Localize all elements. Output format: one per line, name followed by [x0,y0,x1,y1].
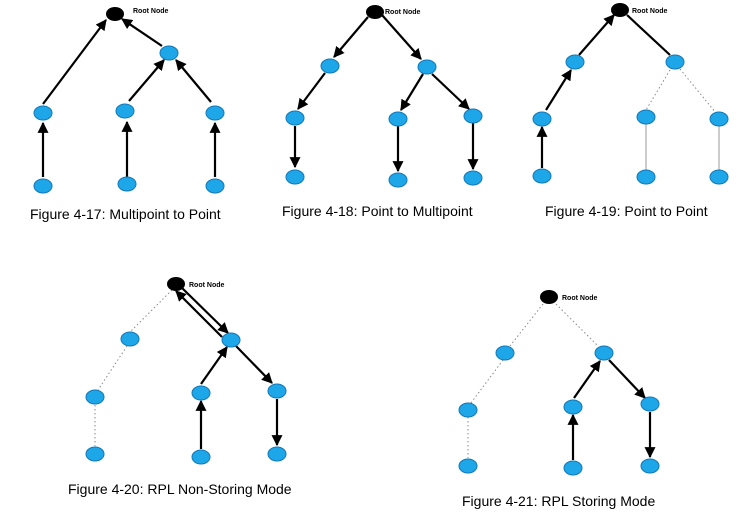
node [191,385,211,401]
root-node-label: Root Node [632,8,667,15]
node [320,58,340,74]
edge-arrow [608,359,646,399]
node [267,383,287,399]
node [563,399,583,415]
edge-arrow [573,360,601,399]
edge-arrow [381,14,422,60]
edge-link [679,68,717,114]
node [636,109,656,125]
figure-caption: Figure 4-21: RPL Storing Mode [462,493,655,509]
figure-caption: Figure 4-17: Multipoint to Point [30,206,221,222]
node [285,110,305,126]
edge-link [470,359,504,404]
figure-caption: Figure 4-19: Point to Point [545,203,708,219]
node [495,345,515,361]
edge-arrow [121,18,163,47]
node [221,332,241,348]
edge-arrow [578,14,615,56]
node [388,111,408,127]
root-node-label: Root Node [189,282,224,289]
node [709,169,729,185]
node [33,178,53,194]
edge-arrow [180,286,229,334]
node [532,168,552,184]
edge-link [645,69,671,111]
root-node [106,7,124,21]
node [640,396,660,412]
edge-arrow [400,73,424,111]
edge-arrow [128,59,165,102]
edge-arrow [175,59,212,103]
figure-4-21: Root Node Figure 4-21: RPL Storing Mode [458,290,660,509]
node [565,54,585,70]
node [33,105,53,121]
node [85,389,105,405]
root-node [540,290,558,304]
node [115,103,135,119]
edge-link [555,303,599,347]
node [594,345,614,361]
root-node-label: Root Node [562,295,597,302]
node [267,446,287,462]
root-node-label: Root Node [133,8,168,15]
edge-arrow [235,345,273,384]
figure-4-17: Root Node Figure 4-17: Multipoint to Poi… [30,7,225,222]
node [205,105,225,121]
node [120,331,140,347]
node [458,402,478,418]
edge-arrow [175,290,223,338]
figure-4-18: Root Node Figure 4-18: Point to Multipoi… [282,5,483,219]
node [563,460,583,476]
node [205,178,225,194]
edge-link [129,289,173,333]
node [159,45,179,61]
node [417,59,437,75]
edge-arrow [333,16,369,58]
node [458,458,478,474]
node [636,169,656,185]
node [463,108,483,124]
edge-arrow [431,73,470,110]
root-node [366,5,384,19]
node [85,446,105,462]
root-node-label: Root Node [385,9,420,16]
node [532,111,552,127]
node [388,172,408,188]
edge-link [509,303,544,347]
node [665,54,685,70]
node [640,458,660,474]
figure-4-19: Root Node Figure 4-19: Point to Point [532,3,729,219]
figure-caption: Figure 4-20: RPL Non-Storing Mode [68,481,292,497]
figure-caption: Figure 4-18: Point to Multipoint [282,203,473,219]
edge-link [97,345,128,391]
node [463,170,483,186]
edge-arrow [545,69,572,111]
root-node [167,277,185,291]
node [117,176,137,192]
node [285,169,305,185]
figure-4-20: Root Node Figure 4-20: RPL Non-Storing M… [68,277,292,497]
root-node [611,3,629,17]
edge-arrow [626,14,671,56]
edge-arrow [42,19,107,105]
node [191,449,211,465]
edge-arrow [297,72,326,110]
edge-arrow [200,346,228,385]
node [709,111,729,127]
